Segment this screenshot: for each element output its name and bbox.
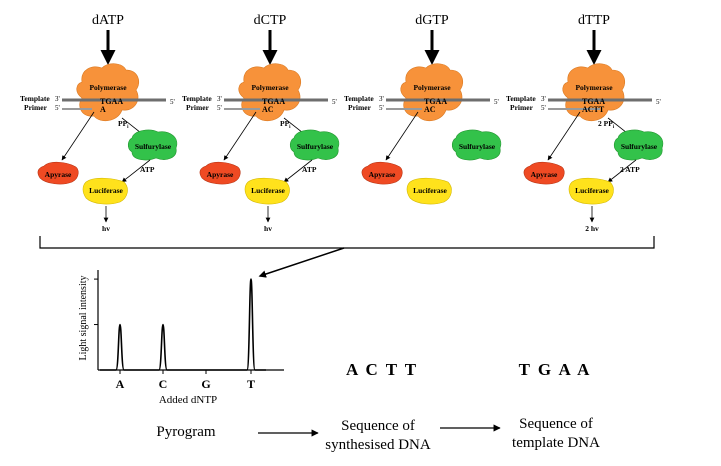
apyrase-arrow (385, 111, 419, 161)
panel-dgtp: dGTP Polymerase Template Primer 3' 5' 5'… (344, 13, 502, 205)
primer-label: Primer (24, 103, 48, 112)
tick-label-g: G (201, 377, 210, 391)
dntp-label: dGTP (415, 13, 449, 28)
panel-dctp: dCTP Polymerase Template Primer 3' 5' 5'… (182, 13, 340, 233)
sulfurylase-label: Sulfurylase (135, 142, 172, 151)
pp-label: 2 PPi (598, 119, 615, 130)
template-sequence: TGAA (424, 97, 447, 106)
primer-sequence: ACTT (582, 105, 605, 114)
apyrase-label: Apyrase (45, 170, 72, 179)
template-3prime: 3' (55, 95, 60, 103)
apyrase-blob (361, 161, 403, 185)
primer-5prime: 5' (541, 104, 546, 112)
template-sequence: TGAA (262, 97, 285, 106)
sulfurylase-blob (127, 129, 178, 161)
template-caption-line2: template DNA (512, 435, 600, 451)
polymerase-label: Polymerase (413, 83, 451, 92)
primer-sequence: A (100, 105, 106, 114)
apyrase-blob (523, 161, 565, 185)
collection-bracket (39, 236, 655, 249)
primer-label: Primer (348, 103, 372, 112)
template-3prime: 3' (217, 95, 222, 103)
sulfurylase-label: Sulfurylase (297, 142, 334, 151)
luciferase-label: Luciferase (251, 186, 285, 195)
primer-5prime: 5' (379, 104, 384, 112)
primer-label: Primer (186, 103, 210, 112)
apyrase-blob (37, 161, 79, 185)
template-label: Template (182, 94, 212, 103)
luciferase-label: Luciferase (413, 186, 447, 195)
primer-label: Primer (510, 103, 534, 112)
sulfurylase-label: Sulfurylase (621, 142, 658, 151)
template-5prime: 5' (332, 98, 337, 106)
synth-caption-line1: Sequence of (341, 418, 415, 434)
primer-sequence: AC (424, 105, 436, 114)
luciferase-label: Luciferase (89, 186, 123, 195)
apyrase-label: Apyrase (369, 170, 396, 179)
atp-arrow (607, 159, 637, 183)
polymerase-label: Polymerase (251, 83, 289, 92)
template-label: Template (344, 94, 374, 103)
dntp-label: dATP (92, 13, 124, 28)
atp-arrow (121, 159, 151, 183)
apyrase-arrow (61, 111, 95, 161)
pyrogram-chart: Light signal intensity Added dNTP A C G T (78, 270, 284, 406)
sulfurylase-label: Sulfurylase (459, 142, 496, 151)
pyrogram-caption: Pyrogram (156, 424, 215, 440)
apyrase-arrow (223, 111, 257, 161)
atp-arrow (283, 159, 313, 183)
luciferase-blob (82, 177, 128, 205)
primer-5prime: 5' (217, 104, 222, 112)
atp-label: 2 ATP (620, 165, 640, 174)
y-axis-label: Light signal intensity (78, 276, 89, 361)
atp-label: ATP (140, 165, 155, 174)
x-axis-label: Added dNTP (159, 394, 217, 406)
template-5prime: 5' (494, 98, 499, 106)
light-label: hv (264, 224, 272, 233)
sulfurylase-blob (289, 129, 340, 161)
panel-datp: dATP Polymerase Template Primer 3' 5' 5'… (20, 13, 178, 233)
luciferase-blob (406, 177, 452, 205)
polymerase-label: Polymerase (575, 83, 613, 92)
bracket-arrow (258, 247, 345, 278)
synthesised-sequence: A C T T (346, 360, 418, 379)
polymerase-blob (76, 63, 139, 122)
apyrase-arrow (547, 111, 581, 161)
dntp-label: dTTP (578, 13, 610, 28)
primer-5prime: 5' (55, 104, 60, 112)
luciferase-blob (244, 177, 290, 205)
light-label: hv (102, 224, 110, 233)
sulfurylase-blob (613, 129, 664, 161)
tick-label-c: C (159, 377, 168, 391)
template-sequence: TGAA (582, 97, 605, 106)
apyrase-label: Apyrase (531, 170, 558, 179)
pp-label: PPi (118, 119, 129, 130)
pp-label: PPi (280, 119, 291, 130)
luciferase-label: Luciferase (575, 186, 609, 195)
panel-dttp: dTTP Polymerase Template Primer 3' 5' 5'… (506, 13, 664, 233)
tick-label-t: T (247, 377, 255, 391)
tick-label-a: A (116, 377, 125, 391)
template-caption-line1: Sequence of (519, 416, 593, 432)
template-sequence-result: T G A A (519, 360, 592, 379)
light-label: 2 hv (585, 224, 599, 233)
template-sequence: TGAA (100, 97, 123, 106)
atp-label: ATP (302, 165, 317, 174)
primer-sequence: AC (262, 105, 274, 114)
dntp-label: dCTP (254, 13, 287, 28)
sulfurylase-blob (451, 129, 502, 161)
template-5prime: 5' (656, 98, 661, 106)
template-3prime: 3' (541, 95, 546, 103)
luciferase-blob (568, 177, 614, 205)
apyrase-blob (199, 161, 241, 185)
synth-caption-line2: synthesised DNA (325, 437, 431, 453)
apyrase-label: Apyrase (207, 170, 234, 179)
template-3prime: 3' (379, 95, 384, 103)
template-label: Template (506, 94, 536, 103)
polymerase-label: Polymerase (89, 83, 127, 92)
template-label: Template (20, 94, 50, 103)
template-5prime: 5' (170, 98, 175, 106)
pyrogram-trace (100, 278, 266, 371)
